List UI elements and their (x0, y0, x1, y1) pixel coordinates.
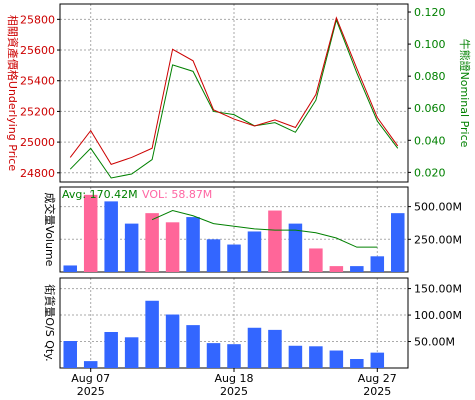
x-tick-label-year: 2025 (220, 385, 248, 398)
y-tick-label-right: 50.00M (414, 336, 455, 349)
volume-panel: 250.00M 500.00M Avg: 170.42M VOL: 58.87M 成交量… (43, 186, 462, 273)
y-tick-label-left: 25000 (20, 136, 55, 149)
outstanding-bar (329, 350, 344, 368)
outstanding-panel: 50.00M 100.00M 150.00M 街貨量O/S Qty. (43, 277, 462, 369)
price-panel: 24800 25000 25200 25400 25600 25800 0.020 0.040… (6, 3, 472, 183)
current-volume-label: VOL: 58.87M (142, 188, 212, 201)
outstanding-bar (83, 361, 98, 368)
y-tick-label-right: 250.00M (414, 233, 462, 246)
volume-bar (206, 239, 221, 272)
outstanding-bar (350, 359, 364, 368)
y-tick-label-left: 25400 (20, 75, 55, 88)
y-axis-label-left: 成交量Volume (43, 193, 57, 267)
outstanding-bar (63, 341, 77, 368)
volume-bar (145, 213, 159, 272)
x-tick-label-date: Aug 07 (71, 372, 110, 385)
outstanding-bar (124, 337, 139, 368)
outstanding-bar (370, 352, 385, 368)
y-tick-label-right: 0.080 (414, 70, 446, 83)
x-tick-label-date: Aug 27 (358, 372, 397, 385)
x-tick-label-date: Aug 18 (215, 372, 254, 385)
volume-bar (83, 194, 98, 272)
avg-volume-label: Avg: 170.42M (62, 188, 138, 201)
volume-bar (247, 231, 262, 272)
y-tick-label-right: 0.040 (414, 134, 446, 147)
y-tick-label-left: 25800 (20, 13, 55, 26)
y-tick-label-right: 0.120 (414, 6, 446, 19)
y-tick-label-right: 0.020 (414, 166, 446, 179)
series-line-underlying (69, 16, 399, 165)
volume-average-line (151, 210, 378, 248)
volume-bar (227, 244, 241, 272)
outstanding-bar (104, 332, 118, 368)
y-tick-label-left: 24800 (20, 167, 55, 180)
volume-bar (370, 256, 385, 272)
outstanding-bar (165, 314, 180, 368)
y-tick-label-left: 25600 (20, 44, 55, 57)
outstanding-bar (206, 343, 221, 368)
volume-bar (186, 217, 200, 272)
outstanding-bar (145, 300, 159, 368)
volume-bar (350, 266, 364, 272)
y-tick-label-right: 0.060 (414, 102, 446, 115)
y-tick-label-right: 0.100 (414, 38, 446, 51)
x-tick-label-year: 2025 (77, 385, 105, 398)
y-tick-label-right: 150.00M (414, 283, 462, 296)
volume-bar (329, 266, 344, 272)
volume-bar (391, 213, 405, 272)
y-tick-label-right: 100.00M (414, 309, 462, 322)
y-tick-label-right: 500.00M (414, 201, 462, 214)
volume-bar (104, 201, 118, 272)
outstanding-bar (268, 329, 282, 368)
series-line-warrant (69, 18, 399, 179)
outstanding-bar (309, 346, 323, 368)
y-axis-label-left: 相關資產價格Underlying Price (6, 15, 20, 171)
outstanding-bar (247, 327, 262, 368)
price-plot-frame (59, 3, 409, 183)
volume-bar (288, 223, 303, 272)
volume-bar (268, 210, 282, 272)
y-axis-label-right: 牛熊證Nominal Price (458, 39, 472, 148)
outstanding-bar (227, 344, 241, 368)
volume-bar (63, 265, 77, 272)
outstanding-bar (186, 325, 200, 368)
volume-bar (309, 248, 323, 272)
outstanding-bar (288, 345, 303, 368)
volume-bar (165, 222, 180, 272)
y-tick-label-left: 25200 (20, 105, 55, 118)
x-tick-label-year: 2025 (363, 385, 391, 398)
y-axis-label-left: 街貨量O/S Qty. (43, 284, 57, 361)
volume-bar (124, 223, 139, 272)
